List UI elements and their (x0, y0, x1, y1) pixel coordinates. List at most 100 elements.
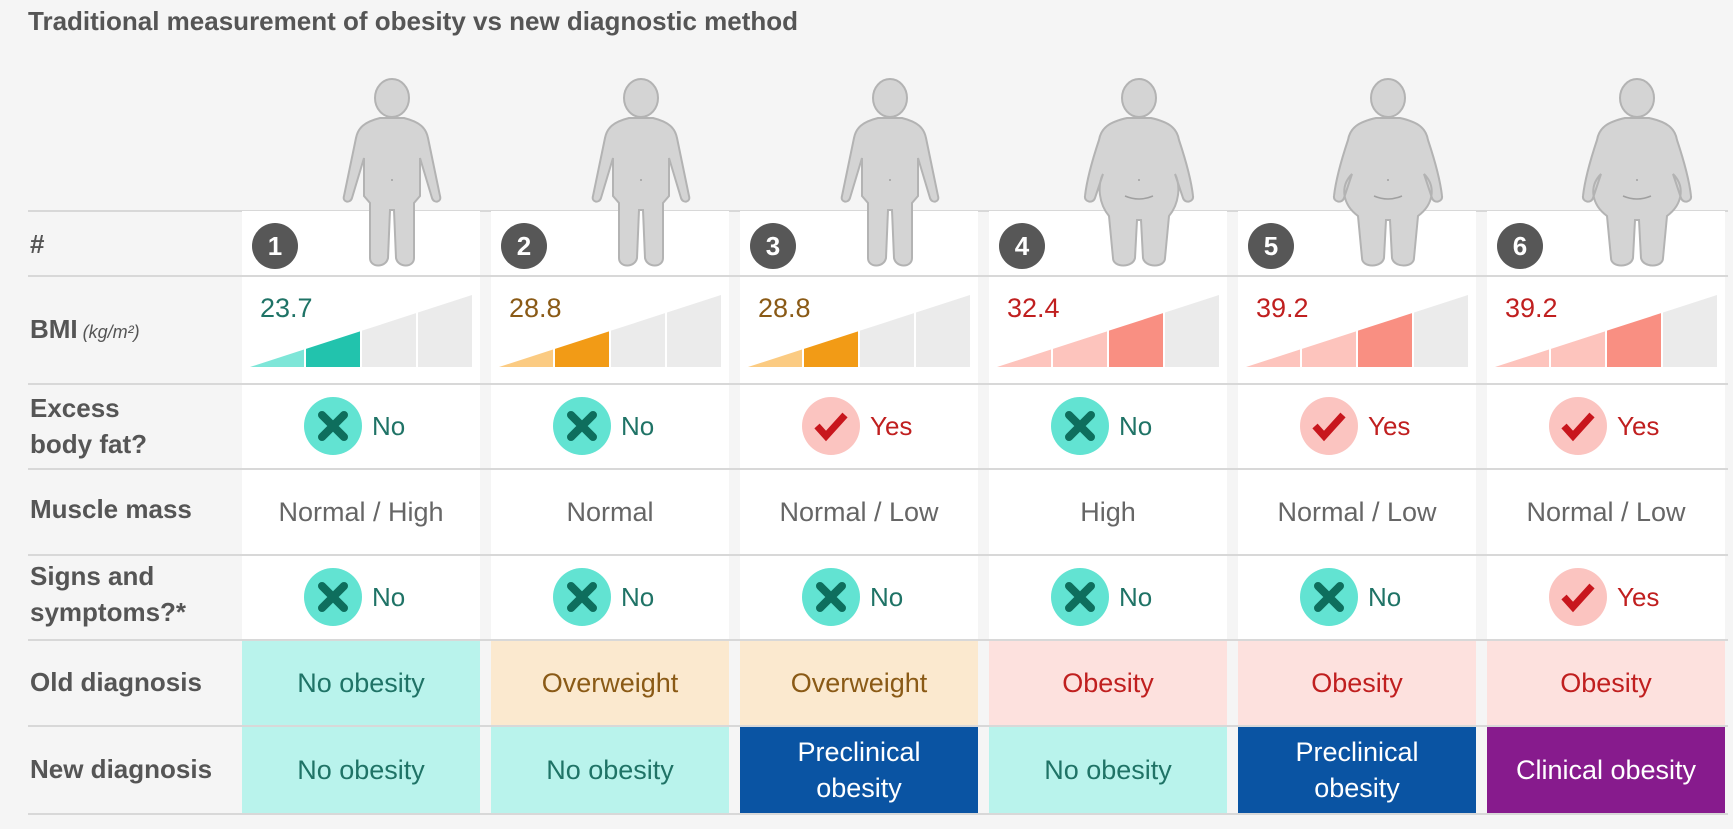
cell-bmi: 32.4 (989, 277, 1227, 383)
cross-icon-badge (304, 397, 362, 455)
cell-excess-fat: No (491, 385, 729, 468)
cross-icon (1314, 582, 1344, 612)
yes-no-text: No (621, 581, 655, 612)
bmi-scale-segment (1551, 331, 1605, 367)
row-label-bmi: BMI (kg/m²) (30, 311, 230, 350)
cell-bmi: 28.8 (491, 277, 729, 383)
bmi-scale-segment (1607, 313, 1661, 367)
cell-muscle: High (989, 470, 1227, 554)
row-label-text: body fat? (30, 429, 147, 459)
yes-no-indicator: No (1300, 568, 1401, 626)
bmi-scale-segment (499, 349, 553, 367)
row-label-signs: Signs and symptoms?* (30, 558, 230, 630)
person-number-badge: 3 (750, 223, 796, 269)
cell-excess-fat: Yes (740, 385, 978, 468)
row-divider (28, 639, 1728, 641)
row-label-text: BMI (30, 314, 78, 344)
person-number-badge: 5 (1248, 223, 1294, 269)
row-label-muscle: Muscle mass (30, 491, 230, 527)
person-silhouette-icon (1332, 78, 1444, 267)
cell-signs: No (242, 556, 480, 639)
bmi-scale-segment (418, 295, 472, 367)
yes-no-text: No (1119, 581, 1153, 612)
cross-icon (1065, 411, 1095, 441)
person-silhouette-icon (342, 78, 442, 267)
bmi-scale-segment (1246, 349, 1300, 367)
yes-no-indicator: Yes (802, 397, 912, 455)
yes-no-text: No (870, 581, 904, 612)
yes-no-text: No (1119, 410, 1153, 441)
cell-muscle: Normal / High (242, 470, 480, 554)
muscle-mass-value: Normal (566, 496, 654, 527)
bmi-scale-segment (997, 349, 1051, 367)
person-silhouette-icon (840, 78, 940, 267)
cross-icon-badge (304, 568, 362, 626)
bmi-scale-segment (1358, 313, 1412, 367)
yes-no-text: No (1368, 581, 1402, 612)
cell-muscle: Normal (491, 470, 729, 554)
bmi-scale-segment (362, 313, 416, 367)
yes-no-text: No (372, 581, 406, 612)
cell-number: 1 (242, 211, 480, 275)
bmi-scale-bar (1246, 295, 1468, 367)
cross-icon (318, 411, 348, 441)
cell-old: Overweight (740, 641, 978, 725)
cross-icon (1065, 582, 1095, 612)
cell-signs: No (1238, 556, 1476, 639)
cell-new: No obesity (989, 727, 1227, 813)
old-diagnosis-value: Obesity (1062, 668, 1154, 698)
bmi-scale-segment (748, 349, 802, 367)
person-number-badge: 1 (252, 223, 298, 269)
yes-no-indicator: No (1051, 568, 1152, 626)
cell-number: 3 (740, 211, 978, 275)
new-diagnosis-value: Preclinical obesity (797, 737, 921, 803)
cross-icon-badge (1051, 568, 1109, 626)
yes-no-indicator: Yes (1549, 397, 1659, 455)
row-label-number: # (30, 226, 230, 262)
cell-bmi: 28.8 (740, 277, 978, 383)
row-label-old: Old diagnosis (30, 664, 230, 700)
row-label-text: # (30, 229, 45, 259)
yes-no-text: No (372, 410, 406, 441)
person-number-badge: 4 (999, 223, 1045, 269)
cross-icon-badge (802, 568, 860, 626)
check-icon-badge (802, 397, 860, 455)
yes-no-text: Yes (870, 410, 913, 441)
cell-muscle: Normal / Low (1487, 470, 1725, 554)
yes-no-indicator: No (304, 568, 405, 626)
yes-no-indicator: No (304, 397, 405, 455)
row-divider (28, 275, 1728, 277)
cross-icon-badge (1300, 568, 1358, 626)
cell-signs: No (491, 556, 729, 639)
bmi-scale-segment (1414, 295, 1468, 367)
row-label-text: Muscle mass (30, 494, 192, 524)
row-label-text: Old diagnosis (30, 667, 202, 697)
cross-icon (567, 411, 597, 441)
bmi-scale-segment (1495, 349, 1549, 367)
new-diagnosis-value: No obesity (546, 755, 674, 785)
new-diagnosis-value: Clinical obesity (1515, 755, 1697, 785)
old-diagnosis-value: No obesity (297, 668, 425, 698)
cross-icon-badge (553, 397, 611, 455)
yes-no-indicator: No (1051, 397, 1152, 455)
yes-no-indicator: No (553, 568, 654, 626)
cell-old: Obesity (1487, 641, 1725, 725)
cross-icon-badge (1051, 397, 1109, 455)
muscle-mass-value: Normal / Low (779, 496, 939, 527)
check-icon-badge (1549, 568, 1607, 626)
cell-signs: No (989, 556, 1227, 639)
bmi-value: 32.4 (1007, 293, 1060, 323)
cell-number: 5 (1238, 211, 1476, 275)
check-icon-badge (1549, 397, 1607, 455)
bmi-scale-segment (1663, 295, 1717, 367)
cell-bmi: 39.2 (1238, 277, 1476, 383)
cross-icon (318, 582, 348, 612)
bmi-value: 28.8 (758, 293, 811, 323)
person-silhouette-icon (591, 78, 691, 267)
page-title: Traditional measurement of obesity vs ne… (28, 6, 799, 36)
check-icon-badge (1300, 397, 1358, 455)
old-diagnosis-value: Overweight (541, 668, 679, 698)
cell-signs: Yes (1487, 556, 1725, 639)
bmi-value: 28.8 (509, 293, 562, 323)
bmi-value: 23.7 (260, 293, 313, 323)
